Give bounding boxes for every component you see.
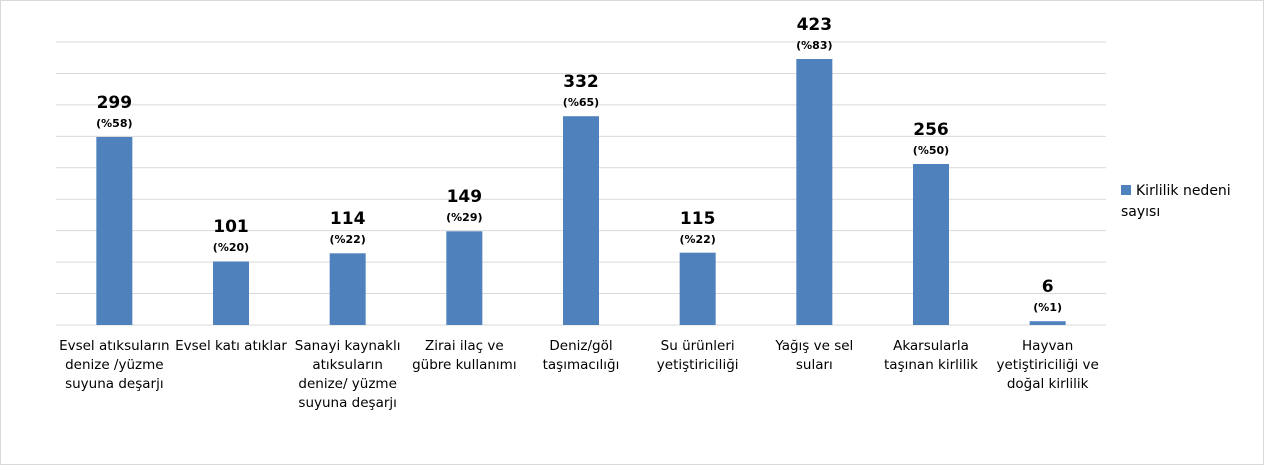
x-tick-label: Yağış ve sel suları: [775, 338, 854, 373]
x-tick-label: Zirai ilaç ve gübre kullanımı: [412, 338, 517, 373]
percent-label: (%50): [912, 144, 950, 157]
percent-label: (%22): [329, 233, 366, 247]
bar: [96, 136, 133, 325]
bar: [913, 164, 949, 325]
x-tick-label: Evsel katı atıklar: [175, 338, 287, 354]
value-label: 101: [213, 217, 249, 238]
x-tick-label: Hayvan yetiştiriciliği ve doğal kirlilik: [996, 338, 1099, 392]
bar: [446, 231, 483, 325]
percent-label: (%65): [562, 96, 600, 110]
value-label: 256: [913, 120, 949, 140]
x-tick-label: Sanayi kaynaklı atıksuların denize/ yüzm…: [294, 338, 401, 411]
legend: Kirlilik nedeni sayısı: [1121, 181, 1261, 223]
x-tick-label: Deniz/göl taşımacılığı: [542, 338, 620, 373]
percent-label: (%22): [679, 232, 716, 246]
value-label: 115: [679, 208, 716, 229]
bar: [679, 252, 716, 325]
bar: [213, 261, 249, 325]
value-label: 332: [563, 72, 599, 93]
value-label: 423: [796, 14, 833, 35]
legend-label: Kirlilik nedeni sayısı: [1121, 183, 1231, 220]
value-label: 149: [446, 187, 483, 208]
percent-label: (%29): [446, 211, 483, 225]
percent-label: (%1): [1033, 301, 1063, 315]
percent-label: (%83): [796, 38, 833, 52]
x-tick-label: Su ürünleri yetiştiriciliği: [656, 338, 739, 373]
value-label: 299: [96, 92, 133, 113]
bar: [563, 116, 599, 325]
percent-label: (%58): [96, 116, 133, 130]
x-tick-label: Evsel atıksuların denize /yüzme suyuna d…: [59, 338, 170, 392]
x-tick-label: Akarsularla taşınan kirlilik: [884, 338, 978, 373]
bar: [1029, 321, 1066, 325]
bar: [796, 58, 833, 325]
bar: [329, 253, 366, 325]
legend-swatch: [1121, 185, 1131, 195]
value-label: 114: [329, 209, 366, 230]
percent-label: (%20): [212, 241, 250, 255]
value-label: 6: [1041, 277, 1054, 298]
